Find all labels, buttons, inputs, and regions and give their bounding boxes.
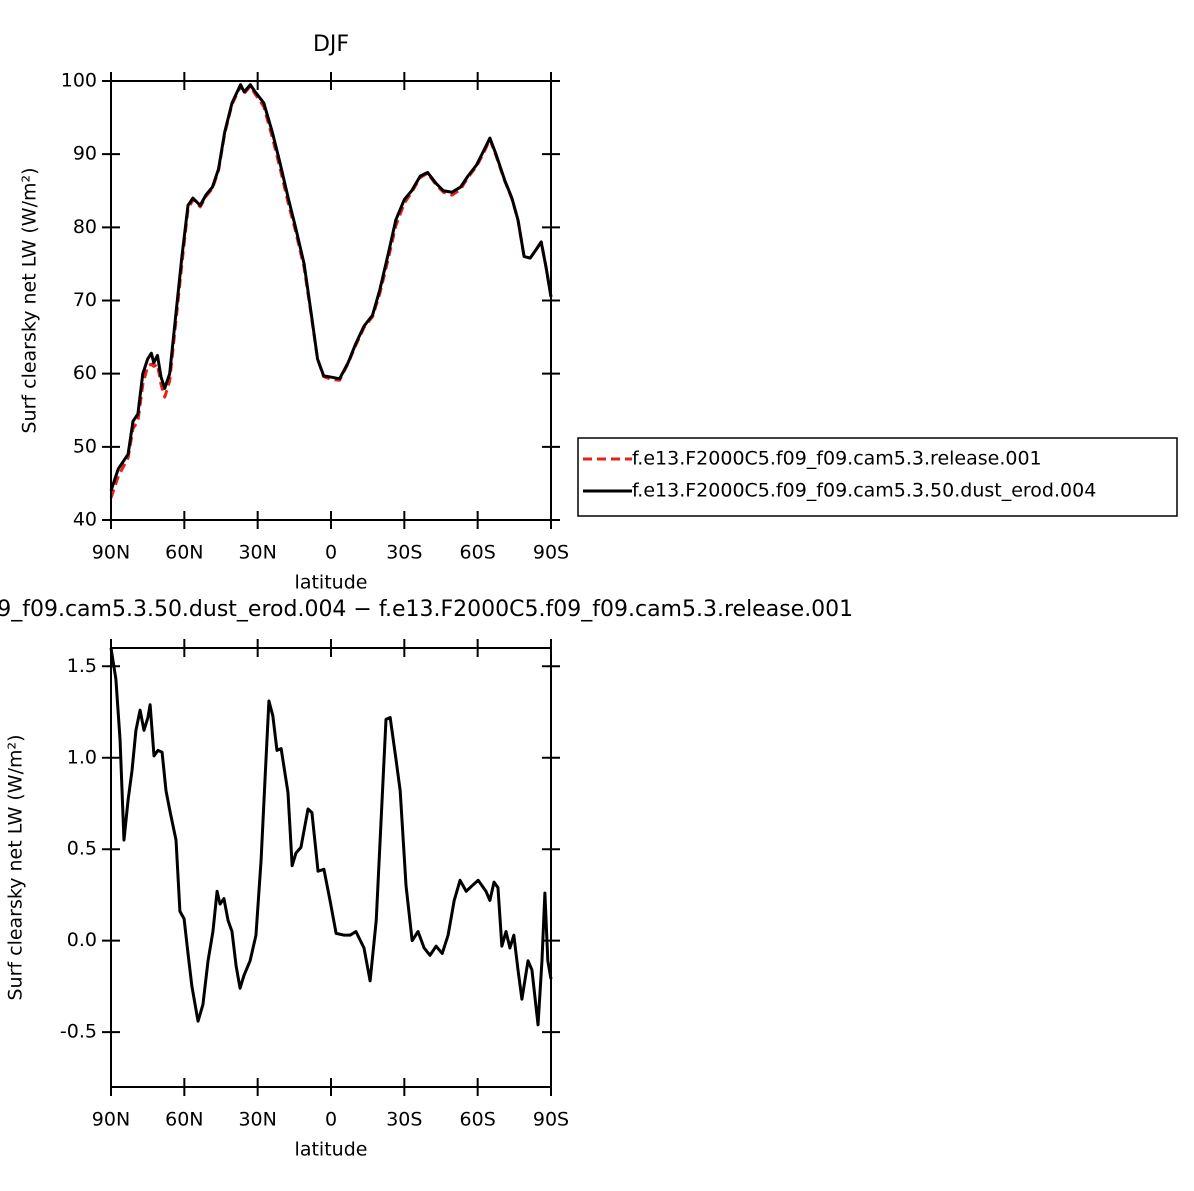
x-tick-label: 30S — [386, 542, 422, 564]
legend-label: f.e13.F2000C5.f09_f09.cam5.3.release.001 — [632, 448, 1042, 470]
y-tick-label: 70 — [73, 289, 97, 311]
y-tick-label: 0.5 — [67, 838, 97, 860]
y-axis-label: Surf clearsky net LW (W/m²) — [5, 734, 27, 1000]
x-tick-label: 60S — [460, 1109, 496, 1131]
y-tick-label: 90 — [73, 143, 97, 165]
y-tick-label: 100 — [61, 70, 97, 92]
x-tick-label: 30S — [386, 1109, 422, 1131]
data-line — [109, 84, 553, 499]
y-tick-label: 60 — [73, 362, 97, 384]
x-tick-label: 90S — [533, 542, 569, 564]
x-tick-label: 90N — [92, 1109, 130, 1131]
y-tick-label: 1.5 — [67, 655, 97, 677]
y-tick-label: 80 — [73, 216, 97, 238]
x-tick-label: 60N — [165, 542, 203, 564]
plot-frame — [110, 647, 552, 1088]
y-tick-label: 50 — [73, 435, 97, 457]
legend-label: f.e13.F2000C5.f09_f09.cam5.3.50.dust_ero… — [632, 480, 1096, 502]
data-line — [109, 647, 553, 1027]
legend-box — [577, 437, 1178, 517]
x-tick-label: 60N — [165, 1109, 203, 1131]
data-line — [109, 83, 553, 492]
x-tick-label: 0 — [325, 1109, 337, 1131]
y-tick-label: 0.0 — [67, 929, 97, 951]
chart-title: f.e13.F2000C5.f09_f09.cam5.3.50.dust_ero… — [0, 597, 853, 622]
y-tick-label: 1.0 — [67, 746, 97, 768]
chart-title: DJF — [313, 32, 349, 57]
x-axis-label: latitude — [295, 572, 368, 594]
x-tick-label: 90S — [533, 1109, 569, 1131]
x-axis-label: latitude — [295, 1139, 368, 1161]
y-tick-label: -0.5 — [60, 1021, 97, 1043]
plot-frame — [110, 80, 552, 521]
x-tick-label: 30N — [238, 1109, 276, 1131]
x-tick-label: 0 — [325, 542, 337, 564]
y-tick-label: 40 — [73, 509, 97, 531]
x-tick-label: 90N — [92, 542, 130, 564]
x-tick-label: 60S — [460, 542, 496, 564]
x-tick-label: 30N — [238, 542, 276, 564]
y-axis-label: Surf clearsky net LW (W/m²) — [19, 167, 41, 433]
